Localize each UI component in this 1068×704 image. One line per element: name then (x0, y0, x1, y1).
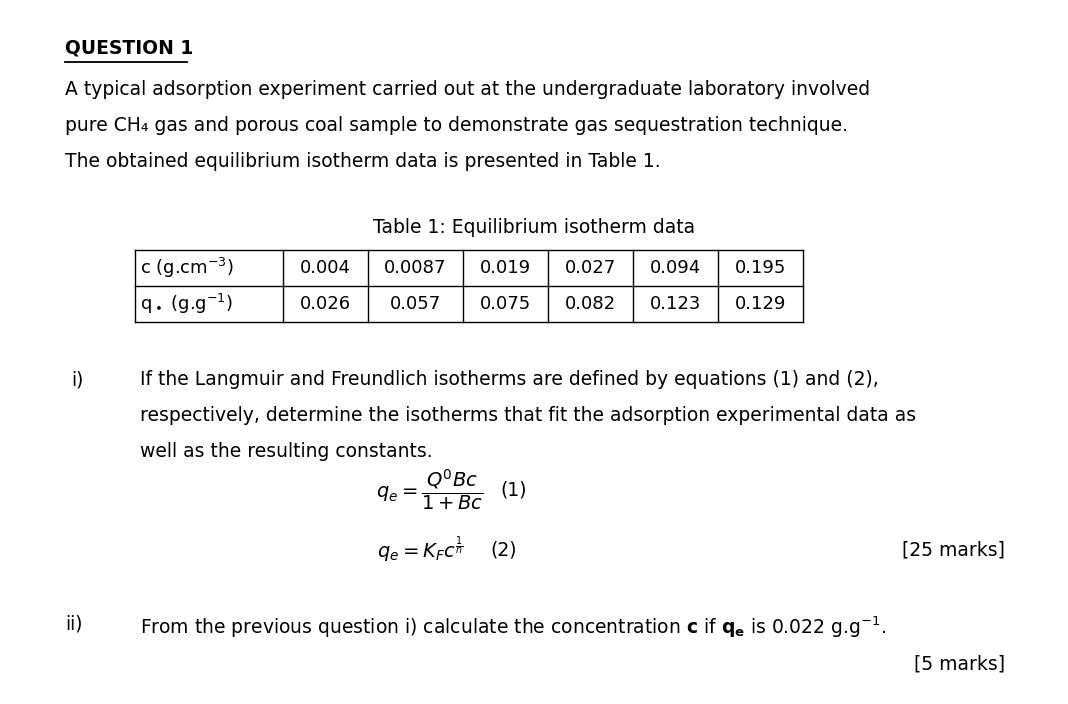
Text: 0.004: 0.004 (300, 259, 351, 277)
Text: 0.075: 0.075 (480, 295, 531, 313)
Text: ii): ii) (65, 614, 82, 633)
Text: i): i) (70, 370, 83, 389)
Text: 0.026: 0.026 (300, 295, 351, 313)
Text: 0.123: 0.123 (649, 295, 702, 313)
Text: 0.0087: 0.0087 (384, 259, 446, 277)
Text: 0.027: 0.027 (565, 259, 616, 277)
Text: (1): (1) (500, 481, 527, 500)
Text: [5 marks]: [5 marks] (914, 654, 1005, 673)
Text: c (g.cm$^{-3}$): c (g.cm$^{-3}$) (140, 256, 234, 280)
Text: 0.094: 0.094 (649, 259, 701, 277)
Text: respectively, determine the isotherms that fit the adsorption experimental data : respectively, determine the isotherms th… (140, 406, 916, 425)
Text: pure CH₄ gas and porous coal sample to demonstrate gas sequestration technique.: pure CH₄ gas and porous coal sample to d… (65, 116, 848, 135)
Text: $q_e = K_F c^{\frac{1}{n}}$: $q_e = K_F c^{\frac{1}{n}}$ (377, 535, 464, 565)
Text: 0.082: 0.082 (565, 295, 616, 313)
Text: 0.019: 0.019 (480, 259, 531, 277)
Text: 0.057: 0.057 (390, 295, 441, 313)
Text: If the Langmuir and Freundlich isotherms are defined by equations (1) and (2),: If the Langmuir and Freundlich isotherms… (140, 370, 879, 389)
Text: well as the resulting constants.: well as the resulting constants. (140, 442, 433, 461)
Text: From the previous question i) calculate the concentration $\mathbf{c}$ if $\math: From the previous question i) calculate … (140, 614, 886, 639)
Text: q$_\bullet$ (g.g$^{-1}$): q$_\bullet$ (g.g$^{-1}$) (140, 292, 233, 316)
Text: $q_e = \dfrac{Q^0Bc}{1+Bc}$: $q_e = \dfrac{Q^0Bc}{1+Bc}$ (376, 467, 484, 513)
Text: QUESTION 1: QUESTION 1 (65, 38, 193, 57)
Text: A typical adsorption experiment carried out at the undergraduate laboratory invo: A typical adsorption experiment carried … (65, 80, 870, 99)
Text: (2): (2) (490, 541, 517, 560)
Text: The obtained equilibrium isotherm data is presented in Table 1.: The obtained equilibrium isotherm data i… (65, 152, 661, 171)
Text: 0.195: 0.195 (735, 259, 786, 277)
Text: [25 marks]: [25 marks] (902, 541, 1005, 560)
Text: 0.129: 0.129 (735, 295, 786, 313)
Text: Table 1: Equilibrium isotherm data: Table 1: Equilibrium isotherm data (373, 218, 695, 237)
